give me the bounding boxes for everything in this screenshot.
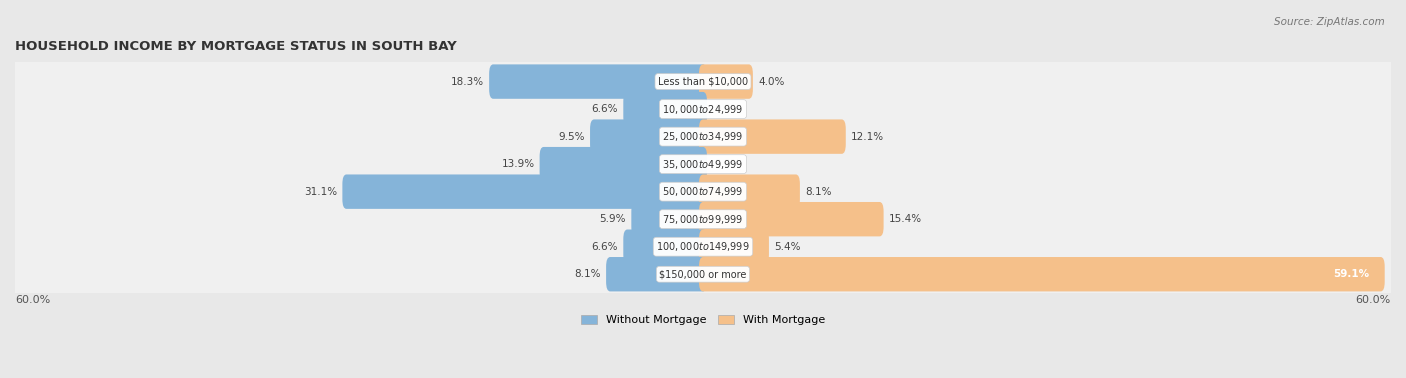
Text: 8.1%: 8.1% [575,269,600,279]
Text: 31.1%: 31.1% [304,187,337,197]
FancyBboxPatch shape [13,248,1393,301]
FancyBboxPatch shape [699,229,769,264]
FancyBboxPatch shape [13,83,1393,136]
FancyBboxPatch shape [631,202,707,236]
Text: $150,000 or more: $150,000 or more [659,269,747,279]
Text: 6.6%: 6.6% [592,242,619,252]
FancyBboxPatch shape [540,147,707,181]
FancyBboxPatch shape [699,64,752,99]
FancyBboxPatch shape [13,193,1393,246]
FancyBboxPatch shape [623,92,707,126]
Text: 60.0%: 60.0% [1355,295,1391,305]
Text: Source: ZipAtlas.com: Source: ZipAtlas.com [1274,17,1385,27]
FancyBboxPatch shape [699,202,883,236]
FancyBboxPatch shape [13,165,1393,218]
FancyBboxPatch shape [489,64,707,99]
Text: Less than $10,000: Less than $10,000 [658,77,748,87]
Text: $10,000 to $24,999: $10,000 to $24,999 [662,102,744,116]
FancyBboxPatch shape [13,220,1393,273]
FancyBboxPatch shape [591,119,707,154]
FancyBboxPatch shape [699,257,1385,291]
Text: 15.4%: 15.4% [889,214,922,224]
Text: $25,000 to $34,999: $25,000 to $34,999 [662,130,744,143]
Text: 4.0%: 4.0% [758,77,785,87]
FancyBboxPatch shape [699,119,846,154]
Text: 5.9%: 5.9% [600,214,626,224]
Text: 8.1%: 8.1% [806,187,831,197]
Text: 18.3%: 18.3% [451,77,484,87]
FancyBboxPatch shape [606,257,707,291]
FancyBboxPatch shape [13,55,1393,108]
Text: 6.6%: 6.6% [592,104,619,114]
Text: $75,000 to $99,999: $75,000 to $99,999 [662,213,744,226]
Text: $50,000 to $74,999: $50,000 to $74,999 [662,185,744,198]
Text: 59.1%: 59.1% [1333,269,1369,279]
FancyBboxPatch shape [343,175,707,209]
Legend: Without Mortgage, With Mortgage: Without Mortgage, With Mortgage [576,310,830,330]
Text: 0.0%: 0.0% [714,159,741,169]
Text: 5.4%: 5.4% [775,242,800,252]
FancyBboxPatch shape [623,229,707,264]
Text: $35,000 to $49,999: $35,000 to $49,999 [662,158,744,170]
Text: 9.5%: 9.5% [558,132,585,142]
Text: 0.0%: 0.0% [714,104,741,114]
FancyBboxPatch shape [13,110,1393,163]
FancyBboxPatch shape [699,175,800,209]
Text: $100,000 to $149,999: $100,000 to $149,999 [657,240,749,253]
Text: HOUSEHOLD INCOME BY MORTGAGE STATUS IN SOUTH BAY: HOUSEHOLD INCOME BY MORTGAGE STATUS IN S… [15,40,457,53]
Text: 12.1%: 12.1% [851,132,884,142]
Text: 60.0%: 60.0% [15,295,51,305]
Text: 13.9%: 13.9% [502,159,534,169]
FancyBboxPatch shape [13,138,1393,191]
